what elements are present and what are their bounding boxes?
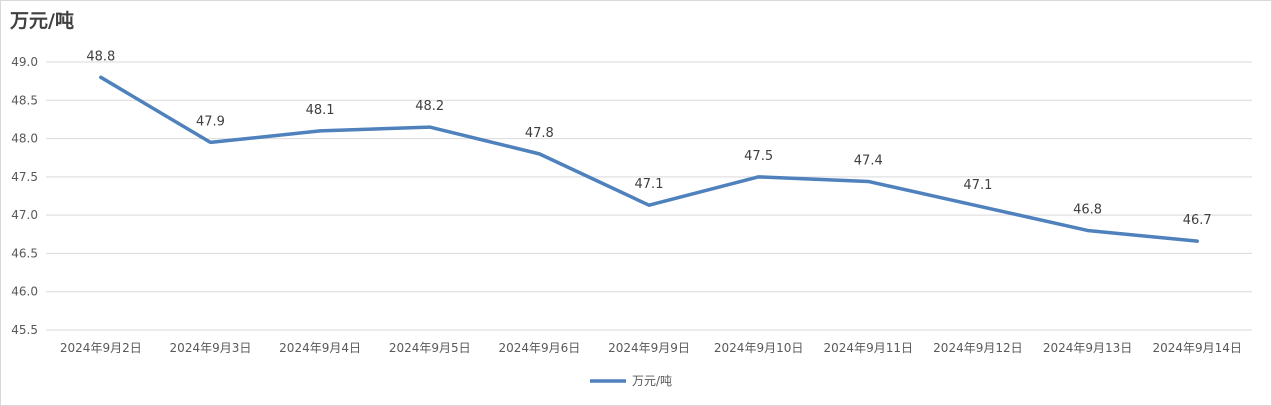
series-line: [99, 75, 1199, 243]
data-label: 48.1: [306, 103, 335, 118]
x-tick-label: 2024年9月5日: [389, 341, 471, 355]
y-tick-label: 47.0: [11, 208, 38, 222]
x-tick-label: 2024年9月9日: [608, 341, 690, 355]
y-tick-label: 48.0: [11, 132, 38, 146]
legend-label: 万元/吨: [632, 374, 672, 388]
chart-title: 万元/吨: [10, 10, 74, 32]
data-label: 47.8: [525, 126, 554, 141]
x-tick-label: 2024年9月14日: [1152, 341, 1241, 355]
legend: 万元/吨: [590, 374, 672, 388]
x-tick-label: 2024年9月10日: [714, 341, 803, 355]
x-tick-label: 2024年9月12日: [933, 341, 1022, 355]
y-tick-label: 48.5: [11, 93, 38, 107]
y-tick-label: 46.5: [11, 246, 38, 260]
data-label: 46.8: [1073, 202, 1102, 217]
x-tick-label: 2024年9月2日: [60, 341, 142, 355]
data-label: 47.1: [635, 177, 664, 192]
data-label: 47.9: [196, 114, 225, 129]
y-tick-label: 46.0: [11, 285, 38, 299]
x-tick-label: 2024年9月11日: [824, 341, 913, 355]
data-label: 47.4: [854, 153, 883, 168]
data-label: 46.7: [1183, 213, 1212, 228]
data-label: 48.8: [86, 49, 115, 64]
x-tick-label: 2024年9月13日: [1043, 341, 1132, 355]
data-label: 47.5: [744, 149, 773, 164]
y-tick-label: 47.5: [11, 170, 38, 184]
y-tick-label: 45.5: [11, 323, 38, 337]
x-tick-label: 2024年9月3日: [170, 341, 252, 355]
y-tick-label: 49.0: [11, 55, 38, 69]
data-label: 48.2: [415, 99, 444, 114]
x-tick-label: 2024年9月4日: [279, 341, 361, 355]
x-tick-label: 2024年9月6日: [498, 341, 580, 355]
data-label: 47.1: [963, 178, 992, 193]
